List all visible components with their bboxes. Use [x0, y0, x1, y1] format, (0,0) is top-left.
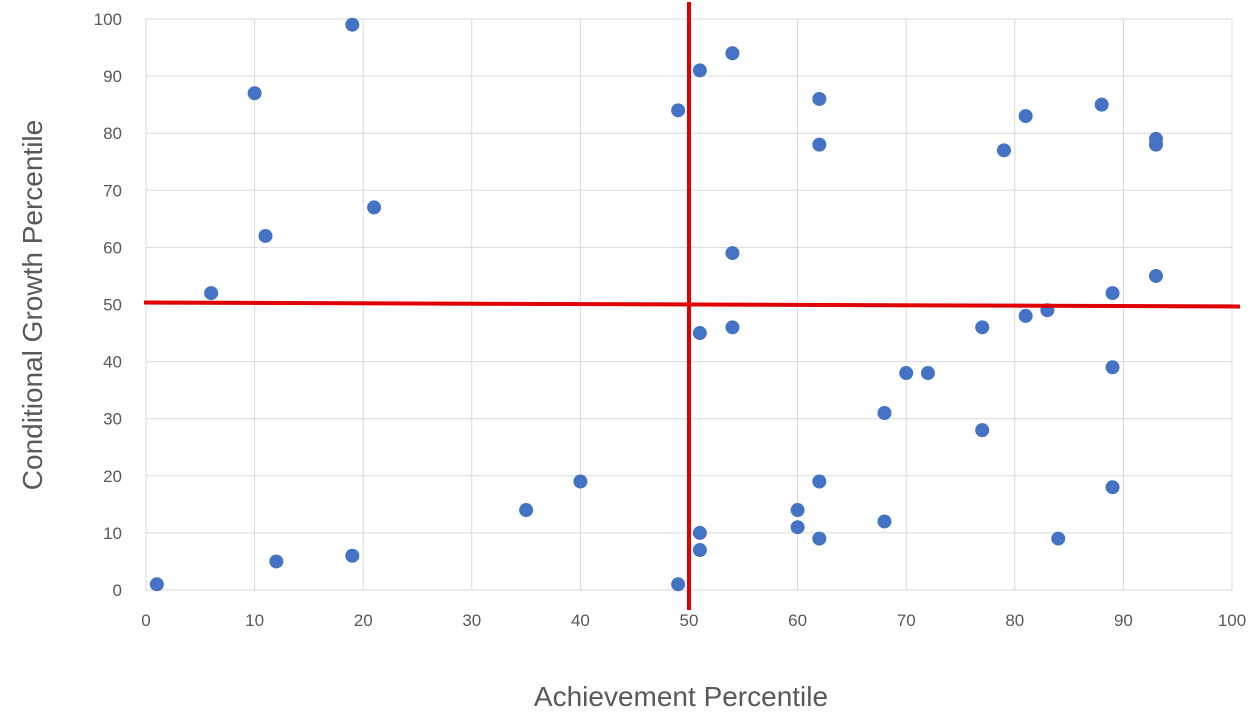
data-point — [671, 103, 686, 118]
x-tick-label: 70 — [897, 611, 916, 630]
x-tick-label: 100 — [1218, 611, 1246, 630]
y-tick-label: 80 — [103, 124, 122, 143]
data-point — [345, 548, 360, 563]
y-axis-title: Conditional Growth Percentile — [17, 120, 48, 490]
x-tick-label: 50 — [680, 611, 699, 630]
data-point — [1094, 97, 1109, 112]
y-tick-label: 10 — [103, 524, 122, 543]
data-point — [725, 320, 740, 335]
horizontal-reference-line — [143, 300, 1241, 309]
data-point — [790, 503, 805, 518]
data-point — [790, 520, 805, 535]
data-point — [1148, 137, 1163, 152]
y-tick-label: 100 — [94, 10, 122, 29]
data-point — [812, 474, 827, 489]
data-point — [692, 525, 707, 540]
data-point — [692, 326, 707, 341]
data-point — [269, 554, 284, 569]
y-tick-label: 90 — [103, 67, 122, 86]
y-tick-label: 0 — [113, 581, 122, 600]
data-point — [1051, 531, 1066, 546]
data-point — [204, 286, 219, 301]
x-axis-title: Achievement Percentile — [534, 681, 828, 712]
data-point — [1105, 360, 1120, 375]
y-tick-label: 70 — [103, 181, 122, 200]
data-point — [812, 91, 827, 106]
x-tick-label: 60 — [788, 611, 807, 630]
y-tick-label: 40 — [103, 353, 122, 372]
data-point — [920, 366, 935, 381]
x-tick-label: 90 — [1114, 611, 1133, 630]
y-tick-label: 30 — [103, 410, 122, 429]
x-tick-label: 0 — [141, 611, 150, 630]
data-point — [975, 320, 990, 335]
data-point — [149, 577, 164, 592]
x-tick-label: 20 — [354, 611, 373, 630]
data-point — [996, 143, 1011, 158]
data-point — [725, 46, 740, 61]
data-point — [247, 86, 262, 101]
data-point — [1105, 286, 1120, 301]
y-tick-label: 20 — [103, 467, 122, 486]
data-point — [692, 543, 707, 558]
data-point — [258, 228, 273, 243]
tick-labels: 0 10 20 30 40 50 60 70 80 90 100 0 10 20 30 40 50 60 70 80 9… — [94, 10, 1247, 630]
data-point — [899, 366, 914, 381]
data-point — [725, 246, 740, 261]
data-point — [975, 423, 990, 438]
x-tick-label: 10 — [245, 611, 264, 630]
data-point — [1018, 109, 1033, 124]
x-tick-label: 30 — [462, 611, 481, 630]
reference-lines — [143, 2, 1241, 610]
y-tick-label: 60 — [103, 238, 122, 257]
data-point — [812, 137, 827, 152]
data-point — [573, 474, 588, 489]
data-point — [1148, 268, 1163, 283]
data-point — [692, 63, 707, 78]
x-tick-label: 40 — [571, 611, 590, 630]
x-tick-label: 80 — [1005, 611, 1024, 630]
data-point — [367, 200, 382, 215]
data-point — [812, 531, 827, 546]
data-point — [877, 405, 892, 420]
data-point — [877, 514, 892, 529]
data-point — [1105, 480, 1120, 495]
data-points — [149, 17, 1163, 592]
data-point — [519, 503, 534, 518]
data-point — [671, 577, 686, 592]
data-point — [1018, 308, 1033, 323]
data-point — [345, 17, 360, 32]
y-tick-label: 50 — [103, 296, 122, 315]
